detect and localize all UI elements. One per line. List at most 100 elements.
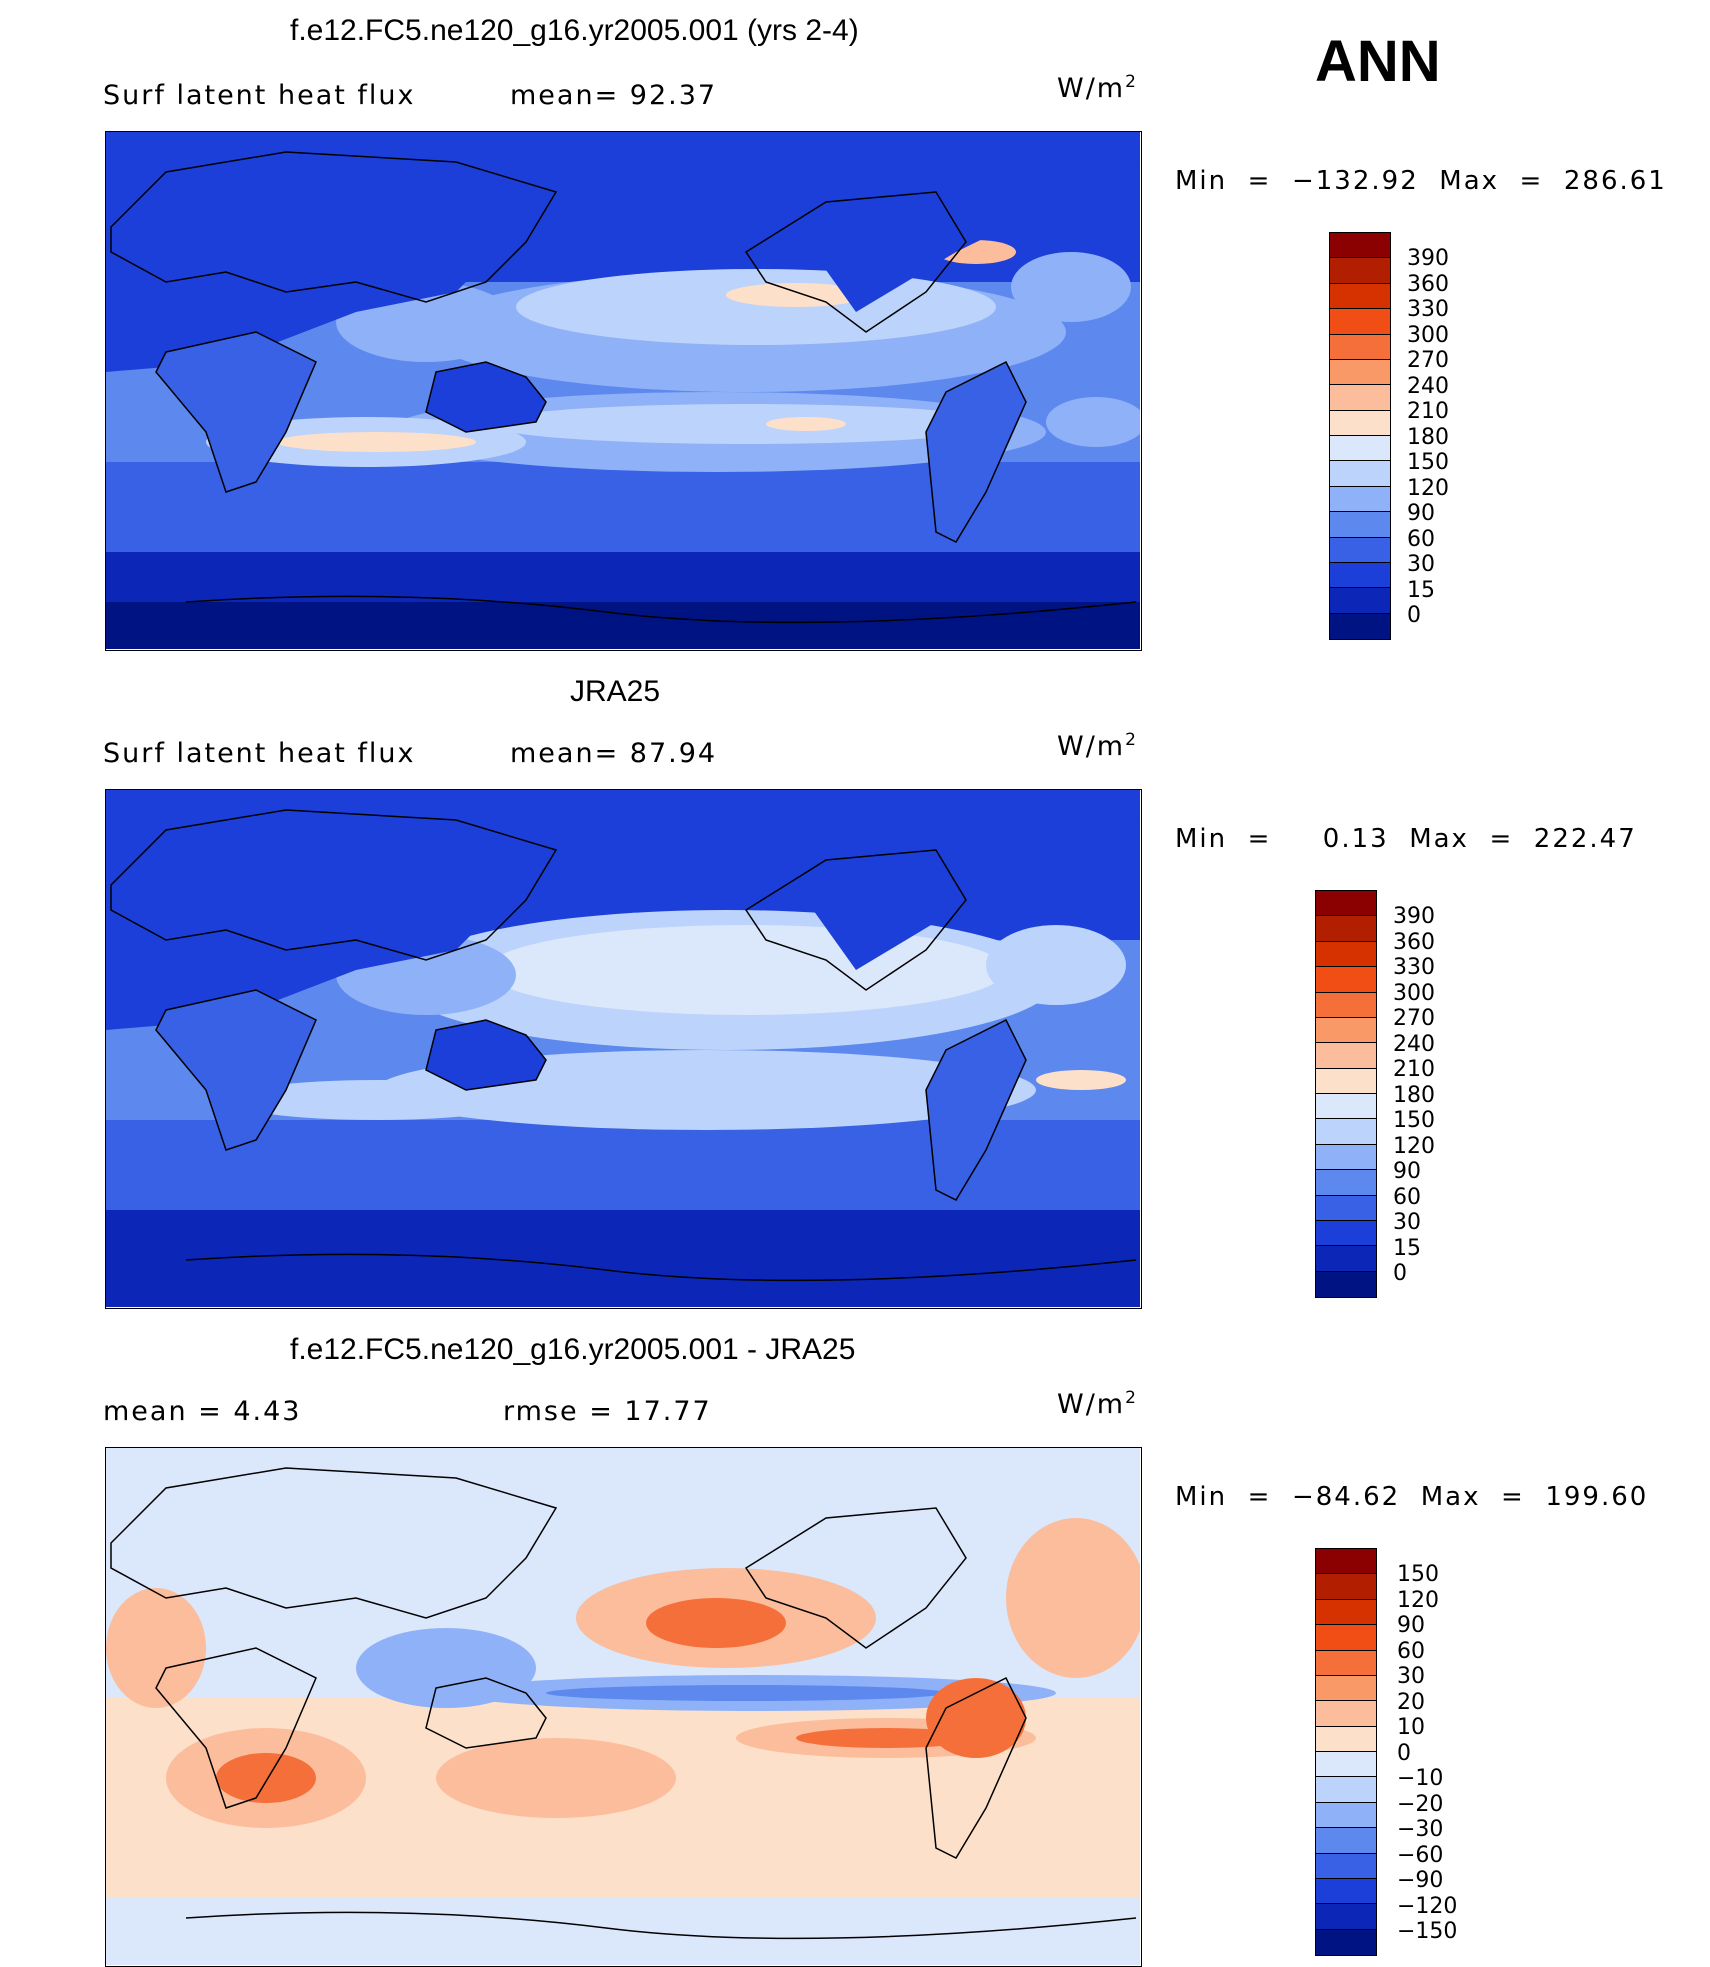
colorbar-swatch [1316, 1119, 1376, 1145]
colorbar-swatch [1330, 588, 1390, 614]
panel-1-title: f.e12.FC5.ne120_g16.yr2005.001 (yrs 2-4) [290, 14, 859, 47]
colorbar-swatch [1316, 1017, 1376, 1044]
season-label: ANN [1315, 29, 1441, 94]
colorbar-tick-label: 20 [1397, 1689, 1425, 1715]
colorbar-swatch [1330, 309, 1390, 335]
colorbar-tick-label: 150 [1397, 1562, 1439, 1587]
colorbar-tick-label: 0 [1397, 1740, 1411, 1766]
colorbar-swatch [1330, 385, 1390, 411]
colorbar-swatch [1316, 916, 1376, 942]
panel-1-map [105, 131, 1142, 651]
colorbar-swatch [1330, 512, 1390, 538]
panel-1-colorbar-labels: 390 360 330 300 270 240 210 180 150 120 90 60 30 15 0 [1407, 246, 1449, 629]
colorbar-tick-label: −30 [1397, 1817, 1444, 1842]
colorbar-swatch [1316, 1701, 1376, 1727]
colorbar-swatch [1330, 537, 1390, 563]
colorbar-tick-label: 300 [1407, 322, 1449, 348]
colorbar-swatch [1316, 1195, 1376, 1221]
colorbar-tick-label: 390 [1407, 246, 1449, 271]
panel-3-colorbar-labels: 150 120 90 60 30 20 10 0 −10 −20 −30 −60 −90 −120 −150 [1397, 1562, 1457, 1945]
panel-3-colorbar [1315, 1548, 1377, 1956]
panel-2-variable: Surf latent heat flux [103, 738, 416, 769]
panel-2-colorbar [1315, 890, 1377, 1298]
colorbar-tick-label: 210 [1407, 399, 1449, 424]
panel-1-variable: Surf latent heat flux [103, 80, 416, 111]
colorbar-swatch [1316, 941, 1376, 968]
panel-2-colorbar-labels: 390 360 330 300 270 240 210 180 150 120 90 60 30 15 0 [1393, 904, 1435, 1287]
colorbar-tick-label: 120 [1397, 1587, 1439, 1613]
colorbar-tick-label: 300 [1393, 980, 1435, 1006]
colorbar-swatch [1316, 1144, 1376, 1171]
panel-2-title: JRA25 [570, 675, 661, 708]
colorbar-swatch [1316, 967, 1376, 993]
colorbar-tick-label: 270 [1407, 348, 1449, 373]
colorbar-tick-label: 60 [1393, 1184, 1421, 1210]
colorbar-tick-label: 15 [1393, 1235, 1421, 1261]
colorbar-swatch [1316, 1904, 1376, 1930]
colorbar-tick-label: 120 [1393, 1133, 1435, 1159]
colorbar-swatch [1316, 1574, 1376, 1600]
colorbar-tick-label: 90 [1393, 1159, 1421, 1184]
colorbar-tick-label: 60 [1397, 1638, 1425, 1664]
colorbar-tick-label: 30 [1397, 1664, 1425, 1689]
colorbar-swatch [1316, 1094, 1376, 1120]
colorbar-swatch [1330, 486, 1390, 513]
colorbar-swatch [1316, 1625, 1376, 1651]
colorbar-swatch [1316, 1726, 1376, 1752]
map-model [106, 132, 1140, 649]
colorbar-swatch [1316, 1675, 1376, 1702]
colorbar-tick-label: 180 [1393, 1082, 1435, 1108]
colorbar-swatch [1316, 1170, 1376, 1196]
panel-1-mean: mean= 92.37 [510, 80, 718, 111]
colorbar-tick-label: 240 [1393, 1031, 1435, 1057]
colorbar-swatch [1330, 461, 1390, 487]
colorbar-swatch [1316, 1802, 1376, 1829]
colorbar-tick-label: 330 [1407, 297, 1449, 322]
panel-3-minmax: Min = −84.62 Max = 199.60 [1175, 1482, 1649, 1512]
panel-2-mean: mean= 87.94 [510, 738, 718, 769]
panel-1-colorbar [1329, 232, 1391, 640]
colorbar-tick-label: 210 [1393, 1057, 1435, 1082]
colorbar-swatch [1330, 233, 1390, 259]
colorbar-tick-label: 240 [1407, 373, 1449, 399]
colorbar-swatch [1316, 1549, 1376, 1575]
colorbar-swatch [1316, 1246, 1376, 1272]
colorbar-tick-label: 30 [1393, 1210, 1421, 1235]
panel-2-map [105, 789, 1142, 1309]
colorbar-swatch [1316, 1828, 1376, 1854]
colorbar-tick-label: 60 [1407, 526, 1435, 552]
colorbar-swatch [1316, 1599, 1376, 1626]
colorbar-tick-label: 15 [1407, 577, 1435, 603]
colorbar-swatch [1316, 1068, 1376, 1094]
colorbar-swatch [1330, 258, 1390, 284]
colorbar-swatch [1316, 1220, 1376, 1247]
colorbar-tick-label: 90 [1407, 501, 1435, 526]
colorbar-tick-label: 180 [1407, 424, 1449, 450]
colorbar-swatch [1316, 1929, 1376, 1955]
colorbar-tick-label: 120 [1407, 475, 1449, 501]
colorbar-tick-label: 0 [1393, 1261, 1407, 1286]
colorbar-tick-label: 30 [1407, 552, 1435, 577]
panel-3-map [105, 1447, 1142, 1967]
colorbar-tick-label: −10 [1397, 1766, 1444, 1791]
colorbar-tick-label: 150 [1407, 450, 1449, 475]
colorbar-swatch [1316, 992, 1376, 1018]
panel-2-minmax: Min = 0.13 Max = 222.47 [1175, 824, 1637, 854]
colorbar-tick-label: 390 [1393, 904, 1435, 929]
panel-3-rmse: rmse = 17.77 [503, 1396, 712, 1427]
panel-3-units: W/m2 [1057, 1388, 1138, 1420]
panel-2-units: W/m2 [1057, 730, 1138, 762]
colorbar-swatch [1330, 359, 1390, 386]
colorbar-swatch [1330, 334, 1390, 360]
colorbar-tick-label: 0 [1407, 603, 1421, 628]
colorbar-swatch [1330, 283, 1390, 310]
colorbar-tick-label: −150 [1397, 1919, 1458, 1944]
colorbar-swatch [1316, 1752, 1376, 1778]
colorbar-tick-label: 150 [1393, 1108, 1435, 1133]
colorbar-swatch [1316, 1271, 1376, 1297]
colorbar-swatch [1316, 1777, 1376, 1803]
map-obs [106, 790, 1140, 1307]
colorbar-swatch [1330, 436, 1390, 462]
colorbar-tick-label: 330 [1393, 955, 1435, 980]
panel-1-minmax: Min = −132.92 Max = 286.61 [1175, 166, 1667, 196]
